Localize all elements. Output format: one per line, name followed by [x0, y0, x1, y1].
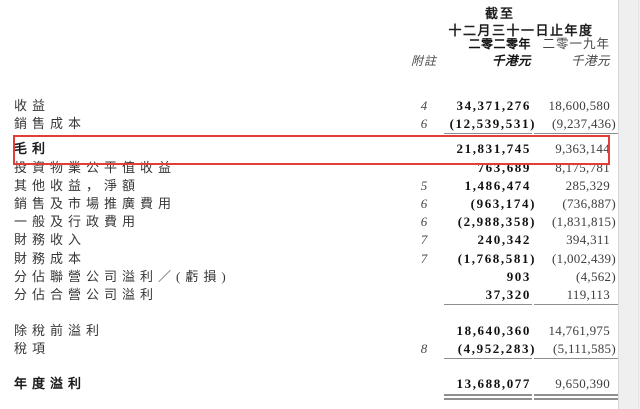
table-row: 銷售成本 6 (12,539,531) (9,237,436): [0, 115, 618, 135]
value-2019: 394,311: [566, 232, 610, 248]
note-reference: 7: [420, 250, 428, 266]
page-edge-gutter: [618, 0, 640, 409]
row-label: 除稅前溢利: [14, 323, 105, 339]
value-2019: 9,363,144: [555, 141, 610, 157]
column-header-year-2019: 二零一九年: [542, 37, 610, 51]
row-label: 分佔聯營公司溢利／(虧損): [14, 268, 231, 284]
table-row: 分佔聯營公司溢利／(虧損) 903 (4,562): [0, 268, 618, 286]
gross-profit-highlight-box: [13, 135, 610, 165]
table-row: 年度溢利 13,688,077 9,650,390: [0, 375, 618, 400]
table-row: 除稅前溢利 18,640,360 14,761,975: [0, 322, 618, 340]
value-2020: 18,640,360: [456, 323, 531, 339]
table-row: 銷售及市場推廣費用 6 (963,174) (736,887): [0, 195, 618, 213]
value-2019: 14,761,975: [548, 323, 610, 339]
row-label: 財務收入: [14, 232, 87, 248]
note-reference: 6: [420, 116, 428, 132]
page-edge-line: [638, 0, 639, 409]
value-2019: 119,113: [534, 286, 618, 306]
value-2019: (9,237,436): [534, 115, 618, 135]
table-row: 收益 4 34,371,276 18,600,580: [0, 97, 618, 115]
value-2020: (2,988,358): [457, 214, 536, 230]
value-2019: 285,329: [565, 177, 610, 193]
row-label: 其他收益，淨額: [14, 177, 141, 193]
value-2020: 903: [506, 268, 531, 284]
value-2019: (4,562): [575, 268, 616, 284]
note-reference: 6: [420, 214, 428, 230]
note-reference: 7: [420, 232, 428, 248]
table-row: 毛利 21,831,745 9,363,144: [0, 140, 618, 158]
note-reference: 4: [420, 98, 428, 113]
value-2019: (1,002,439): [552, 250, 616, 266]
value-2020: 240,342: [477, 232, 531, 248]
value-2020: 13,688,077: [444, 375, 532, 400]
note-reference: 8: [420, 341, 428, 357]
row-label: 收益: [14, 98, 51, 113]
value-2019: (736,887): [562, 195, 616, 211]
row-label: 財務成本: [14, 250, 87, 266]
value-2020: 37,320: [444, 286, 532, 306]
note-reference: 6: [420, 195, 428, 211]
table-row: 財務成本 7 (1,768,581) (1,002,439): [0, 250, 618, 268]
value-2019: 9,650,390: [534, 375, 618, 400]
table-row: 稅項 8 (4,952,283) (5,111,585): [0, 340, 618, 360]
table-row: 其他收益，淨額 5 1,486,474 285,329: [0, 177, 618, 195]
value-2020: 21,831,745: [456, 141, 531, 157]
value-2020: 34,371,276: [456, 98, 531, 113]
period-caption-line2: 十二月三十一日止年度: [448, 23, 594, 38]
value-2020: (12,539,531): [444, 115, 534, 135]
value-2020: (4,952,283): [444, 340, 534, 360]
value-2019: (1,831,815): [552, 214, 616, 230]
row-label: 一般及行政費用: [14, 214, 141, 230]
row-label: 稅項: [14, 341, 51, 357]
table-row: 分佔合營公司溢利 37,320 119,113: [0, 286, 618, 306]
value-2019: (5,111,585): [534, 340, 618, 360]
document-page: 截至 十二月三十一日止年度 二零二零年 二零一九年 附註 千港元 千港元 收益 4…: [0, 6, 618, 400]
value-2019: 18,600,580: [548, 98, 610, 113]
row-label: 分佔合營公司溢利: [14, 286, 159, 302]
table-row: 財務收入 7 240,342 394,311: [0, 231, 618, 249]
row-label: 銷售成本: [14, 116, 87, 132]
column-header-year-2020: 二零二零年: [468, 37, 531, 51]
value-2020: (1,768,581): [457, 250, 536, 266]
unit-header-row: 附註 千港元 千港元: [0, 52, 618, 70]
unit-header-2019: 千港元: [570, 54, 610, 68]
value-2020: 1,486,474: [464, 177, 531, 193]
period-caption-line1: 截至: [484, 6, 515, 21]
year-header-row: 二零二零年 二零一九年: [0, 35, 618, 53]
row-label: 銷售及市場推廣費用: [14, 195, 177, 211]
row-label: 年度溢利: [14, 376, 87, 392]
note-column-header: 附註: [410, 54, 437, 68]
table-row: 一般及行政費用 6 (2,988,358) (1,831,815): [0, 213, 618, 231]
unit-header-2020: 千港元: [491, 54, 531, 68]
row-label: 毛利: [14, 141, 51, 157]
value-2020: (963,174): [470, 195, 536, 211]
note-reference: 5: [420, 177, 428, 193]
